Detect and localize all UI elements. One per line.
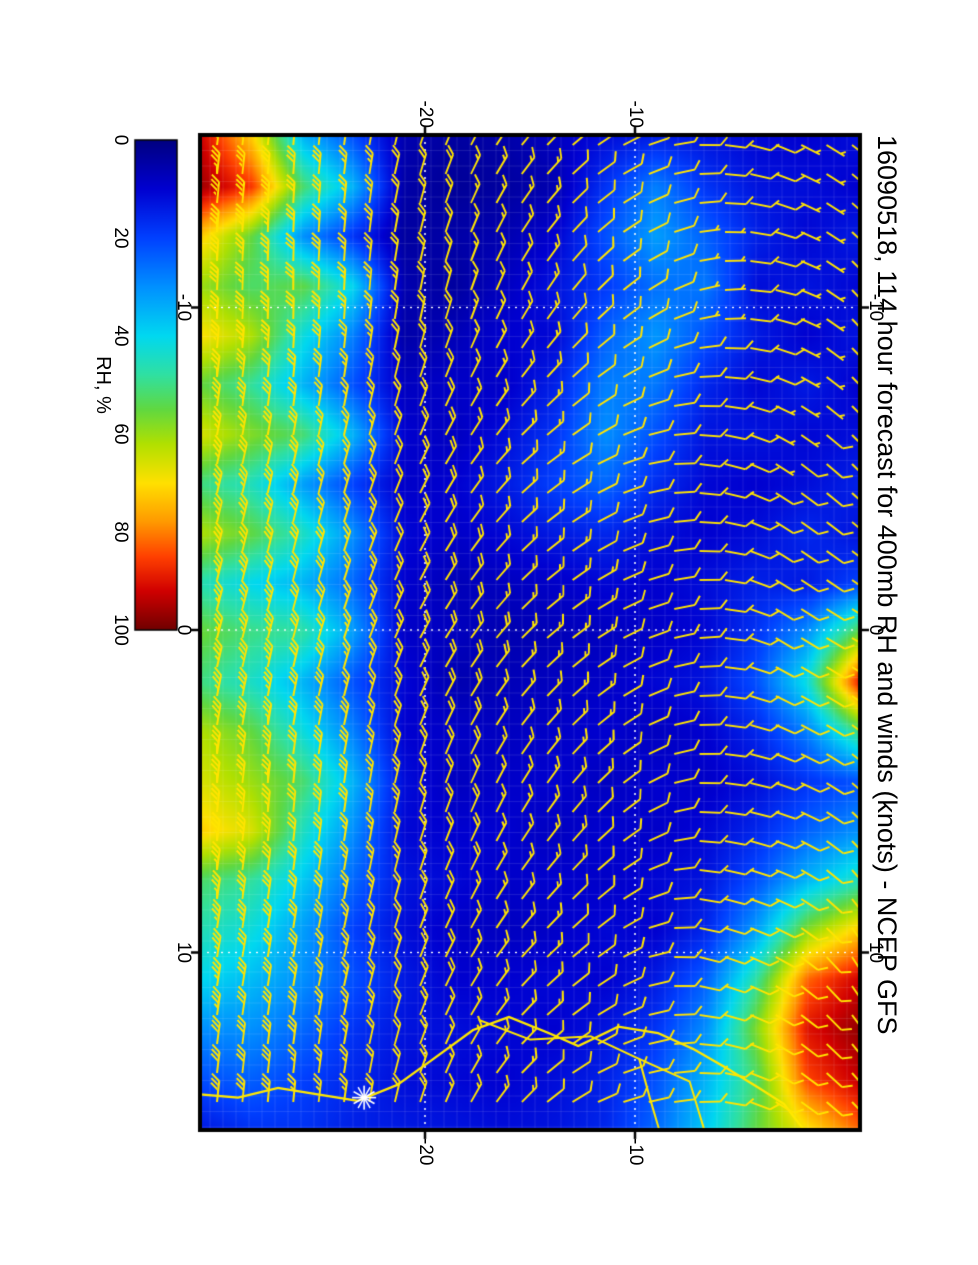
colorbar-tick-label: 60 bbox=[110, 423, 131, 445]
x-axis-tick-label-bottom: 0 bbox=[173, 624, 194, 636]
y-axis-tick-label-right: -20 bbox=[415, 1138, 436, 1166]
y-axis-tick-label-left: -10 bbox=[625, 100, 646, 128]
colorbar-label: RH, % bbox=[92, 356, 114, 414]
x-axis-tick-label-top: -10 bbox=[865, 293, 886, 322]
colorbar-tick-label: 20 bbox=[110, 227, 131, 249]
x-axis-tick-label-bottom: -10 bbox=[173, 293, 194, 322]
y-axis-tick-label-left: -20 bbox=[415, 100, 436, 128]
colorbar-tick-label: 80 bbox=[110, 521, 131, 543]
colorbar-tick-label: 40 bbox=[110, 325, 131, 347]
x-axis-tick-label-top: 0 bbox=[865, 624, 886, 636]
x-axis-tick-label-top: 10 bbox=[865, 941, 886, 964]
x-axis-tick-label-bottom: 10 bbox=[173, 941, 194, 964]
plot-title: 16090518, 114 hour forecast for 400mb RH… bbox=[872, 135, 902, 1035]
y-axis-tick-label-right: -10 bbox=[625, 1138, 646, 1166]
colorbar-tick-label: 100 bbox=[110, 614, 131, 646]
colorbar-tick-label: 0 bbox=[110, 134, 131, 146]
